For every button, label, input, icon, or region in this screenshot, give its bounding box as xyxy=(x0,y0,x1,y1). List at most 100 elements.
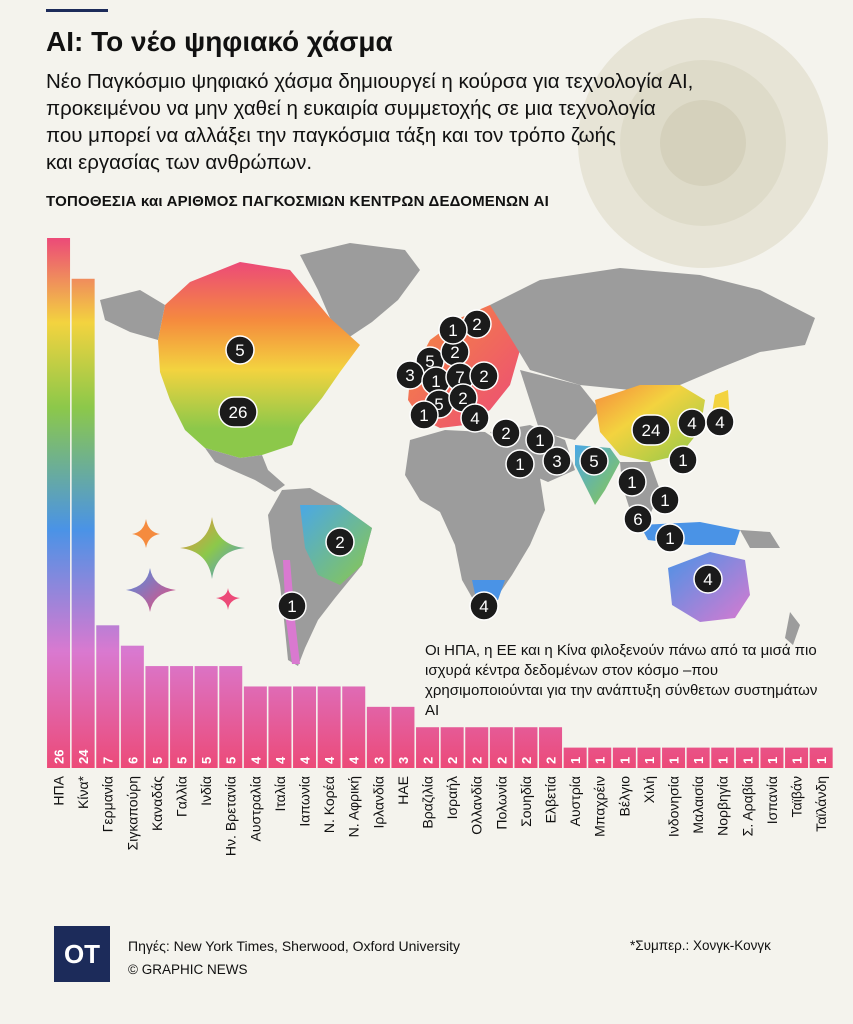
bar-value-label: 1 xyxy=(740,757,755,764)
map-russia xyxy=(490,268,815,390)
page-title: AI: Το νέο ψηφιακό χάσμα xyxy=(46,26,393,57)
marker-label: 5 xyxy=(589,452,598,471)
marker-badge xyxy=(623,504,653,534)
bar-31 xyxy=(809,747,833,768)
marker-label: 1 xyxy=(287,597,296,616)
category-label: Ν. Αφρική xyxy=(346,776,362,837)
marker-badge xyxy=(460,403,490,433)
bar-10 xyxy=(293,686,317,768)
marker-label: 4 xyxy=(470,409,479,428)
map-indonesia xyxy=(640,522,740,545)
bar-23 xyxy=(612,747,636,768)
marker-label: 2 xyxy=(458,389,467,408)
marker-label: 7 xyxy=(455,368,464,387)
marker-label: 1 xyxy=(665,529,674,548)
category-label: ΗΑΕ xyxy=(395,776,411,805)
category-label: Ιρλανδία xyxy=(370,776,386,828)
marker-badge xyxy=(469,591,499,621)
marker-label: 5 xyxy=(425,352,434,371)
category-label: Σιγκαπούρη xyxy=(124,776,140,850)
bar-13 xyxy=(366,706,390,768)
marker-badge xyxy=(505,449,535,479)
map-marker: 4 xyxy=(460,403,490,433)
bar-value-label: 2 xyxy=(470,757,485,764)
category-labels: ΗΠΑ Κίνα* Γερμανία Σιγκαπούρη Καναδάς Γαλλία Ι… xyxy=(51,775,830,856)
map-new-zealand xyxy=(785,612,800,645)
marker-label: 1 xyxy=(627,473,636,492)
map-marker: 1 xyxy=(617,467,647,497)
marker-badge xyxy=(525,425,555,455)
category-label: Σουηδία xyxy=(518,776,534,827)
bar-3 xyxy=(120,645,144,768)
bar-value-label: 24 xyxy=(76,749,91,764)
bar-16 xyxy=(440,727,464,768)
bar-8 xyxy=(243,686,267,768)
map-marker: 1 xyxy=(277,591,307,621)
category-label: Αυστρία xyxy=(567,776,583,826)
map-marker: 4 xyxy=(705,407,735,437)
map-marker: 26 xyxy=(218,396,258,428)
map-marker: 1 xyxy=(505,449,535,479)
bar-14 xyxy=(391,706,415,768)
top-accent-line xyxy=(46,9,108,12)
map-central-asia xyxy=(520,370,600,440)
map-marker: 1 xyxy=(525,425,555,455)
bar-value-label: 5 xyxy=(175,757,190,764)
category-label: Χιλή xyxy=(641,776,657,803)
world-map xyxy=(100,243,815,666)
footnote: *Συμπερ.: Χονγκ-Κονγκ xyxy=(630,938,771,953)
marker-label: 5 xyxy=(434,395,443,414)
bar-25 xyxy=(662,747,686,768)
map-marker: 3 xyxy=(542,446,572,476)
marker-label: 2 xyxy=(472,315,481,334)
map-marker: 2 xyxy=(469,361,499,391)
bar-value-label: 1 xyxy=(568,757,583,764)
bar-28 xyxy=(735,747,759,768)
category-label: Ολλανδία xyxy=(469,776,485,835)
subtitle-line: και εργασίας των ανθρώπων. xyxy=(46,151,313,174)
bar-11 xyxy=(317,686,341,768)
category-label: Ταϊβάν xyxy=(789,776,805,817)
marker-label: 2 xyxy=(335,533,344,552)
category-label: Μπαχρέιν xyxy=(592,776,608,837)
bar-24 xyxy=(637,747,661,768)
marker-badge xyxy=(325,527,355,557)
bar-5 xyxy=(170,666,194,768)
bar-29 xyxy=(760,747,784,768)
category-label: Αυστραλία xyxy=(247,776,263,841)
bar-value-label: 1 xyxy=(765,757,780,764)
marker-label: 2 xyxy=(450,343,459,362)
category-label: Βραζιλία xyxy=(420,776,436,829)
map-marker: 4 xyxy=(469,591,499,621)
bar-value-label: 1 xyxy=(790,757,805,764)
bar-26 xyxy=(686,747,710,768)
bar-1 xyxy=(71,278,95,768)
sparkle-icon xyxy=(132,519,160,548)
marker-badge xyxy=(218,396,258,428)
marker-badge xyxy=(579,446,609,476)
bar-group xyxy=(47,238,833,768)
bar-value-label: 2 xyxy=(544,757,559,764)
bar-value-label: 3 xyxy=(371,757,386,764)
chart-title: ΤΟΠΟΘΕΣΙΑ και ΑΡΙΘΜΟΣ ΠΑΓΚΟΣΜΙΩΝ ΚΕΝΤΡΩΝ… xyxy=(46,193,550,210)
bar-0 xyxy=(47,238,71,768)
bar-18 xyxy=(489,727,513,768)
bar-value-label: 1 xyxy=(691,757,706,764)
marker-label: 4 xyxy=(715,413,724,432)
category-label: Ιταλία xyxy=(272,776,288,812)
marker-label: 6 xyxy=(633,510,642,529)
marker-label: 1 xyxy=(419,406,428,425)
category-label: Κίνα* xyxy=(75,775,91,809)
bar-value-label: 4 xyxy=(298,756,313,764)
map-marker: 6 xyxy=(623,504,653,534)
marker-label: 4 xyxy=(703,570,712,589)
marker-label: 5 xyxy=(235,341,244,360)
map-marker: 1 xyxy=(655,523,685,553)
marker-badge xyxy=(225,335,255,365)
subtitle-line: που μπορεί να αλλάξει την παγκόσμια τάξη… xyxy=(46,124,616,147)
bar-value-label: 5 xyxy=(224,757,239,764)
bar-value-label: 2 xyxy=(494,757,509,764)
marker-label: 1 xyxy=(660,491,669,510)
marker-label: 3 xyxy=(405,366,414,385)
